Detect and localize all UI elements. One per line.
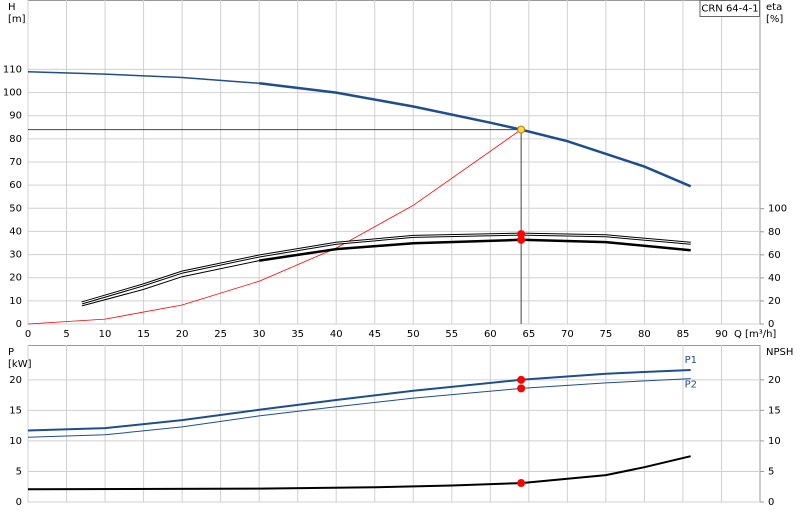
y2-tick-label: 20 — [768, 296, 781, 307]
y-tick-label: 20 — [9, 375, 22, 386]
y-axis-label: H — [8, 2, 16, 13]
curve — [27, 129, 522, 325]
y-tick-label: 10 — [9, 436, 22, 447]
x-tick-label: 50 — [407, 329, 420, 340]
y-axis-unit: [m] — [8, 14, 26, 25]
y-tick-label: 40 — [9, 226, 22, 237]
y-tick-label: 15 — [9, 405, 22, 416]
y2-tick-label: 15 — [768, 405, 781, 416]
x-tick-label: 0 — [25, 329, 31, 340]
x-tick-label: 5 — [63, 329, 69, 340]
x-tick-label: 60 — [484, 329, 497, 340]
x-tick-label: 65 — [522, 329, 535, 340]
y2-tick-label: 5 — [768, 466, 774, 477]
y-tick-label: 10 — [9, 296, 22, 307]
y-tick-label: 100 — [3, 88, 22, 99]
y-tick-label: 110 — [3, 64, 22, 75]
x-tick-label: 30 — [253, 329, 266, 340]
y-tick-label: 90 — [9, 111, 22, 122]
y2-tick-label: 0 — [768, 319, 774, 330]
y-tick-label: 60 — [9, 180, 22, 191]
y2-tick-label: 60 — [768, 250, 781, 261]
series-label: P1 — [685, 355, 697, 366]
y-tick-label: 0 — [16, 497, 22, 508]
curve — [27, 369, 691, 432]
curve — [259, 238, 691, 262]
y2-axis-unit: [%] — [766, 14, 783, 25]
y2-axis-label: NPSH — [766, 347, 793, 358]
x-tick-label: 70 — [561, 329, 574, 340]
x-tick-label: 10 — [99, 329, 112, 340]
curve-highlight — [81, 233, 691, 304]
chart-title: CRN 64-4-1 — [701, 4, 758, 15]
x-axis-label: Q [m³/h] — [734, 329, 776, 340]
curve — [27, 378, 691, 438]
x-tick-label: 40 — [330, 329, 343, 340]
curve — [27, 455, 691, 491]
y-tick-label: 50 — [9, 203, 22, 214]
curve — [27, 70, 260, 85]
x-tick-label: 80 — [638, 329, 651, 340]
y-tick-label: 30 — [9, 250, 22, 261]
y2-axis-label: eta — [766, 2, 782, 13]
y2-tick-label: 40 — [768, 273, 781, 284]
y2-tick-label: 100 — [768, 204, 787, 215]
y2-tick-label: 80 — [768, 227, 781, 238]
x-tick-label: 55 — [445, 329, 458, 340]
x-tick-label: 25 — [214, 329, 227, 340]
x-tick-label: 85 — [677, 329, 690, 340]
point-marker — [517, 479, 526, 488]
point-marker — [517, 125, 526, 134]
y-axis-unit: [kW] — [8, 359, 32, 370]
series-label: P2 — [685, 380, 697, 391]
y2-tick-label: 20 — [768, 375, 781, 386]
point-marker — [517, 235, 526, 244]
point-marker — [517, 375, 526, 384]
title-box — [699, 0, 760, 17]
curve — [81, 260, 260, 307]
point-marker — [517, 384, 526, 393]
y2-tick-label: 10 — [768, 436, 781, 447]
x-tick-label: 15 — [137, 329, 150, 340]
y2-tick-label: 0 — [768, 497, 774, 508]
x-tick-label: 20 — [176, 329, 189, 340]
y-tick-label: 20 — [9, 273, 22, 284]
y-tick-label: 80 — [9, 134, 22, 145]
x-tick-label: 35 — [291, 329, 304, 340]
x-tick-label: 90 — [715, 329, 728, 340]
curve — [259, 82, 692, 188]
y-tick-label: 70 — [9, 157, 22, 168]
y-tick-label: 5 — [16, 466, 22, 477]
x-tick-label: 45 — [368, 329, 381, 340]
y-tick-label: 0 — [16, 319, 22, 330]
x-tick-label: 75 — [600, 329, 613, 340]
y-axis-label: P — [8, 347, 14, 358]
